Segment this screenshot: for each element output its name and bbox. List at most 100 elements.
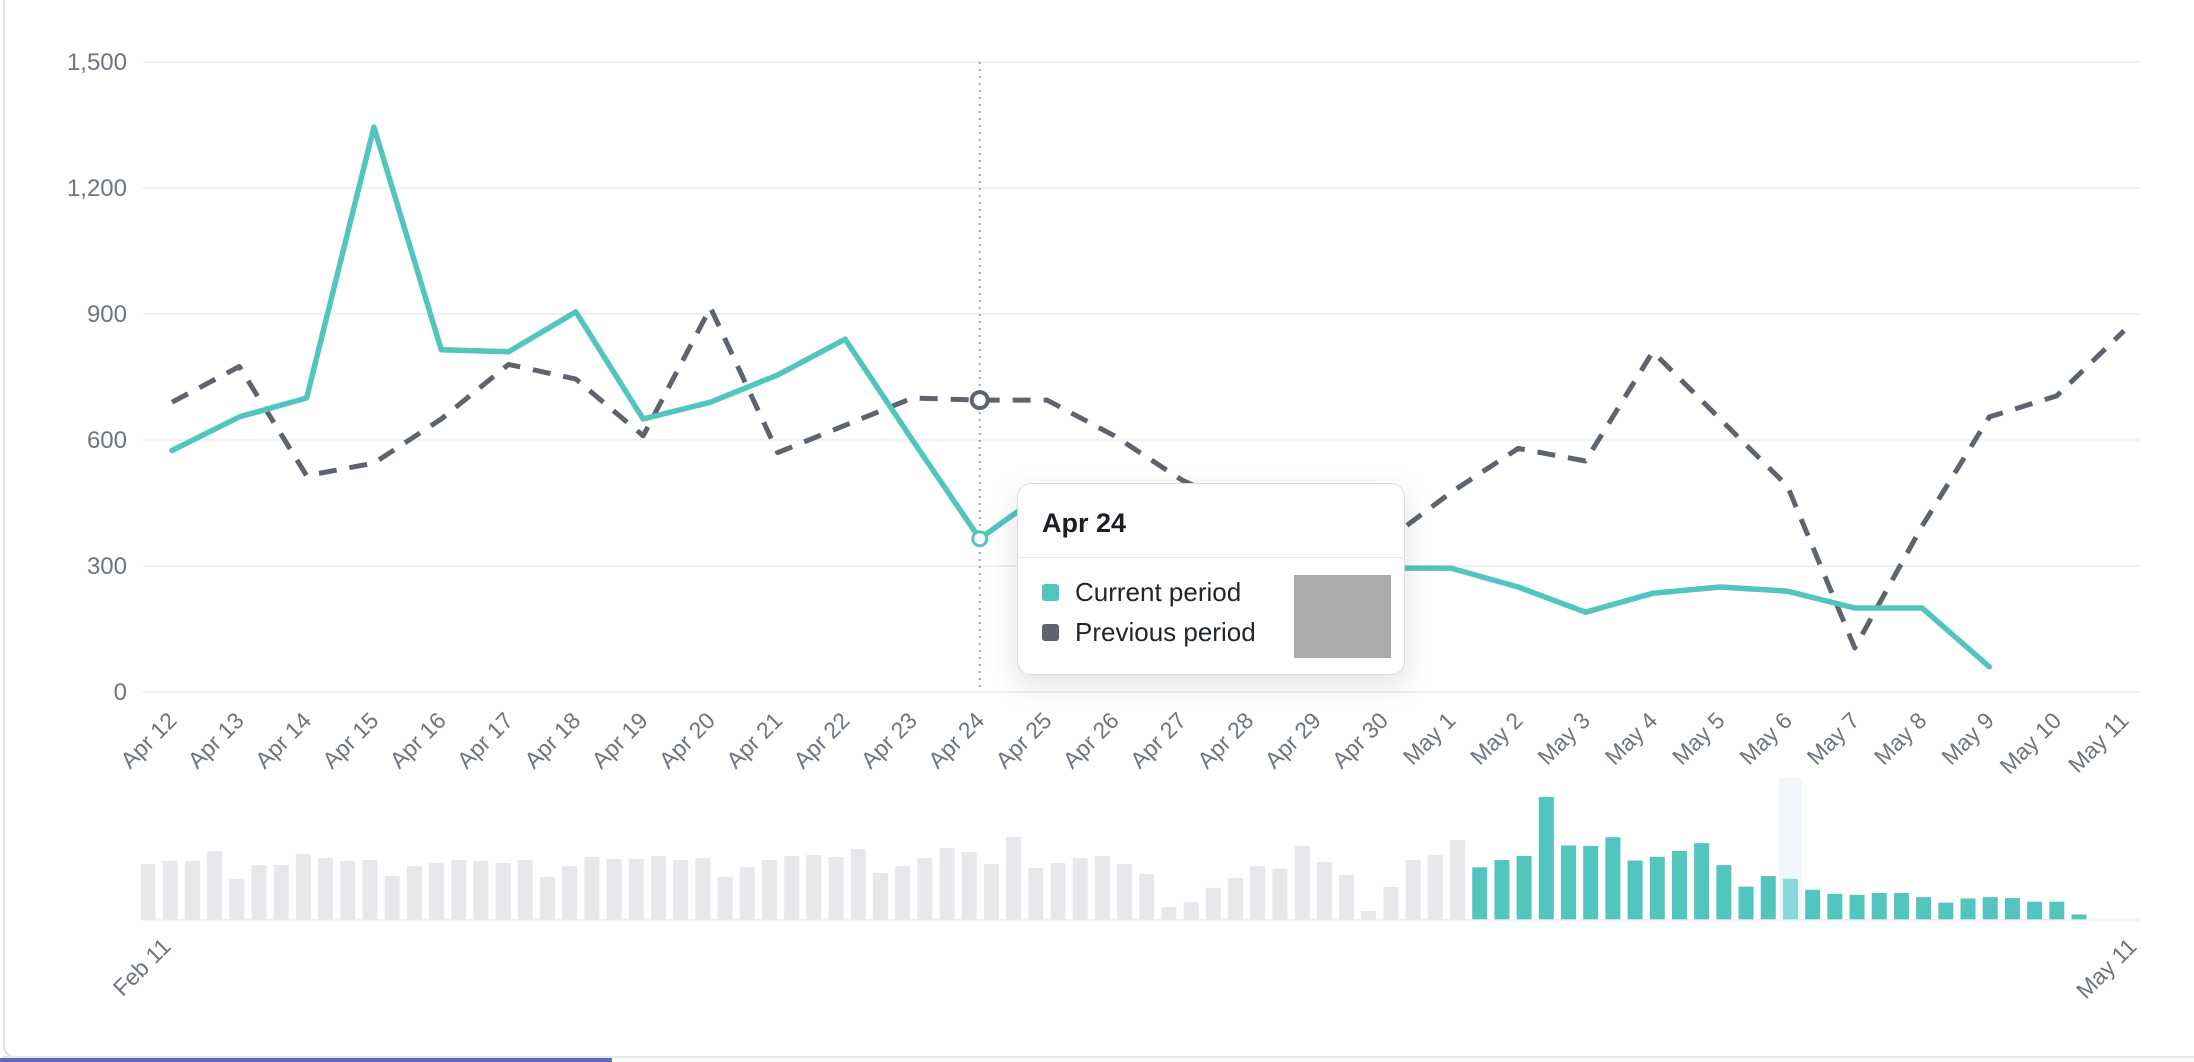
mini-bar[interactable] bbox=[961, 852, 977, 920]
mini-bar[interactable] bbox=[1228, 878, 1244, 920]
mini-bar[interactable] bbox=[784, 856, 800, 920]
y-axis-tick-label: 1,500 bbox=[67, 49, 127, 76]
mini-bar[interactable] bbox=[983, 864, 999, 920]
mini-bar[interactable] bbox=[362, 859, 378, 920]
mini-bar[interactable] bbox=[695, 857, 711, 920]
mini-bar-selected[interactable] bbox=[1893, 893, 1909, 920]
x-axis-tick-label: Apr 25 bbox=[990, 707, 1056, 773]
mini-bar[interactable] bbox=[606, 858, 622, 920]
mini-bar[interactable] bbox=[1139, 873, 1155, 920]
mini-bar[interactable] bbox=[1006, 837, 1022, 920]
mini-bar[interactable] bbox=[628, 858, 644, 920]
x-axis-tick-label: Apr 15 bbox=[317, 707, 383, 773]
mini-bar-selected[interactable] bbox=[1827, 893, 1843, 920]
mini-bar[interactable] bbox=[917, 857, 933, 920]
mini-bar[interactable] bbox=[318, 857, 334, 920]
mini-bar[interactable] bbox=[429, 862, 445, 920]
mini-bar[interactable] bbox=[295, 854, 311, 920]
x-axis-tick-label: Apr 18 bbox=[519, 707, 585, 773]
mini-bar[interactable] bbox=[1427, 855, 1443, 920]
mini-bar-selected[interactable] bbox=[1916, 897, 1932, 920]
mini-bar[interactable] bbox=[806, 855, 822, 920]
mini-bar-selected[interactable] bbox=[1561, 845, 1577, 920]
mini-bar-selected[interactable] bbox=[1716, 865, 1732, 920]
mini-bar[interactable] bbox=[872, 872, 888, 920]
mini-bar[interactable] bbox=[717, 876, 733, 920]
mini-bar-selected[interactable] bbox=[2027, 901, 2043, 920]
mini-bar[interactable] bbox=[1272, 869, 1288, 920]
mini-bar[interactable] bbox=[1094, 856, 1110, 920]
mini-bar[interactable] bbox=[207, 851, 223, 920]
mini-bar-selected[interactable] bbox=[2049, 901, 2065, 920]
x-axis-tick-label: May 7 bbox=[1802, 707, 1865, 770]
mini-bar[interactable] bbox=[1405, 859, 1421, 920]
mini-bar-selected[interactable] bbox=[1960, 898, 1976, 920]
mini-bar[interactable] bbox=[1050, 862, 1066, 920]
mini-bar-selected[interactable] bbox=[2071, 914, 2087, 920]
mini-bar[interactable] bbox=[828, 857, 844, 920]
mini-bar[interactable] bbox=[1072, 857, 1088, 920]
mini-bar-selected[interactable] bbox=[1494, 860, 1510, 920]
mini-bar[interactable] bbox=[517, 859, 533, 920]
mini-bar[interactable] bbox=[451, 859, 467, 920]
mini-bar-selected[interactable] bbox=[1760, 876, 1776, 920]
mini-bar[interactable] bbox=[495, 862, 511, 920]
mini-bar-selected[interactable] bbox=[1671, 850, 1687, 920]
mini-bar[interactable] bbox=[562, 866, 578, 920]
mini-bar-selected[interactable] bbox=[1871, 893, 1887, 920]
mini-bar-selected[interactable] bbox=[1649, 856, 1665, 920]
mini-bar[interactable] bbox=[384, 875, 400, 920]
mini-bar[interactable] bbox=[739, 867, 755, 920]
mini-bar[interactable] bbox=[1183, 901, 1199, 920]
x-axis-tick-label: Apr 16 bbox=[384, 707, 450, 773]
mini-bar-selected[interactable] bbox=[1982, 897, 1998, 920]
mini-bar[interactable] bbox=[850, 848, 866, 920]
mini-bar[interactable] bbox=[1450, 840, 1466, 920]
mini-bar[interactable] bbox=[140, 864, 156, 920]
card-corner bbox=[3, 1044, 17, 1058]
mini-bar[interactable] bbox=[540, 876, 556, 920]
range-selector-mini-chart[interactable]: Feb 11 May 11 bbox=[108, 778, 2142, 1004]
mini-bar-selected[interactable] bbox=[1738, 886, 1754, 920]
mini-bar[interactable] bbox=[1294, 845, 1310, 920]
mini-bar[interactable] bbox=[1117, 864, 1133, 920]
mini-bar-selected[interactable] bbox=[1605, 837, 1621, 920]
mini-bar[interactable] bbox=[1383, 886, 1399, 920]
mini-bar-selected[interactable] bbox=[1538, 796, 1554, 920]
mini-bar[interactable] bbox=[1316, 861, 1332, 920]
mini-bar[interactable] bbox=[340, 860, 356, 920]
mini-bar-selected[interactable] bbox=[1472, 867, 1488, 920]
y-axis-tick-label: 1,200 bbox=[67, 175, 127, 202]
mini-bar[interactable] bbox=[162, 860, 178, 920]
y-axis-tick-label: 600 bbox=[87, 427, 127, 454]
mini-bar[interactable] bbox=[939, 847, 955, 920]
mini-bar-selected[interactable] bbox=[1782, 878, 1798, 920]
mini-bar[interactable] bbox=[406, 866, 422, 920]
mini-bar[interactable] bbox=[1250, 866, 1266, 920]
mini-bar[interactable] bbox=[895, 866, 911, 920]
mini-bar-selected[interactable] bbox=[1627, 860, 1643, 920]
mini-bar[interactable] bbox=[584, 857, 600, 920]
mini-bar[interactable] bbox=[184, 860, 200, 920]
mini-bar-selected[interactable] bbox=[1583, 845, 1599, 920]
mini-bar[interactable] bbox=[673, 859, 689, 920]
mini-bar[interactable] bbox=[251, 865, 267, 920]
mini-bar-selected[interactable] bbox=[1805, 889, 1821, 920]
mini-bar[interactable] bbox=[1161, 907, 1177, 920]
mini-bar[interactable] bbox=[273, 865, 289, 920]
mini-bar-selected[interactable] bbox=[1694, 843, 1710, 920]
mini-bar-selected[interactable] bbox=[1938, 902, 1954, 920]
mini-bar-selected[interactable] bbox=[1516, 855, 1532, 920]
mini-bar[interactable] bbox=[1339, 874, 1355, 920]
mini-bar[interactable] bbox=[229, 879, 245, 920]
mini-bar[interactable] bbox=[473, 860, 489, 920]
mini-bar[interactable] bbox=[1361, 911, 1377, 920]
mini-bar[interactable] bbox=[761, 859, 777, 920]
bottom-accent-bar bbox=[0, 1058, 612, 1062]
mini-bar-selected[interactable] bbox=[2004, 898, 2020, 920]
mini-bar[interactable] bbox=[1028, 868, 1044, 920]
mini-bar-selected[interactable] bbox=[1849, 894, 1865, 920]
mini-bar[interactable] bbox=[650, 856, 666, 920]
mini-bar[interactable] bbox=[1205, 887, 1221, 920]
